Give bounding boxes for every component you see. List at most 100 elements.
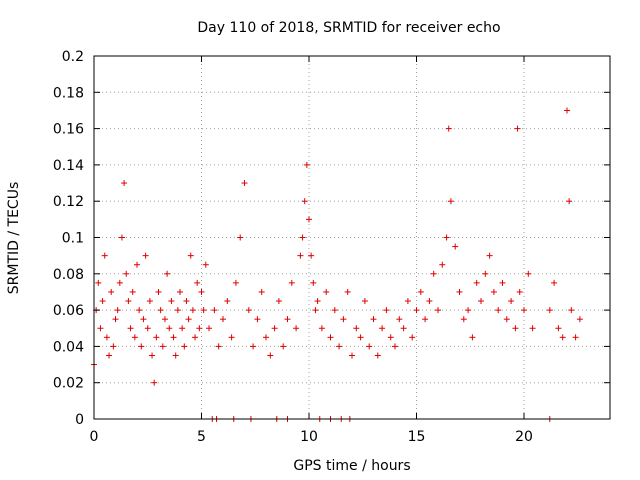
data-point	[310, 279, 317, 286]
data-point	[129, 288, 136, 295]
data-point	[211, 307, 218, 314]
data-point	[146, 298, 153, 305]
data-point	[404, 298, 411, 305]
x-tick-label: 0	[90, 429, 99, 445]
data-point	[228, 334, 235, 341]
data-point	[512, 325, 519, 332]
data-point	[503, 316, 510, 323]
plot-frame	[93, 55, 611, 420]
data-point	[297, 252, 304, 259]
data-point	[144, 325, 151, 332]
y-tick-label: 0.2	[62, 49, 84, 65]
data-point	[138, 343, 145, 350]
data-point	[323, 288, 330, 295]
chart-title: Day 110 of 2018, SRMTID for receiver ech…	[197, 20, 500, 36]
data-point	[312, 307, 319, 314]
data-point	[95, 279, 102, 286]
data-point	[456, 288, 463, 295]
data-point	[134, 261, 140, 268]
data-point	[140, 316, 147, 323]
data-point	[288, 279, 295, 286]
x-axis-label: GPS time / hours	[293, 458, 410, 474]
data-point	[125, 298, 132, 305]
data-point	[267, 352, 274, 359]
data-point	[521, 307, 527, 314]
y-tick-label: 0.14	[53, 158, 84, 174]
data-point	[490, 288, 497, 295]
data-point	[340, 316, 347, 323]
data-point	[525, 270, 532, 277]
data-point	[392, 343, 398, 350]
data-point	[495, 307, 502, 314]
y-tick-label: 0.18	[53, 85, 84, 101]
data-point	[174, 307, 181, 314]
data-point	[118, 234, 125, 241]
data-point	[473, 279, 480, 286]
data-point	[121, 180, 128, 187]
data-point	[551, 279, 558, 286]
data-point	[106, 352, 113, 359]
data-point	[516, 288, 523, 295]
data-point	[344, 288, 351, 295]
data-point	[161, 316, 168, 323]
data-point	[232, 279, 239, 286]
data-point	[114, 307, 121, 314]
data-point	[336, 343, 343, 350]
data-point	[353, 325, 360, 332]
data-point	[101, 252, 108, 259]
data-point	[202, 261, 209, 268]
data-point	[430, 270, 437, 277]
data-point	[215, 343, 222, 350]
data-point	[254, 316, 261, 323]
data-point	[469, 334, 476, 341]
data-point	[170, 334, 177, 341]
data-point	[181, 343, 188, 350]
data-point	[179, 325, 186, 332]
data-point	[422, 316, 429, 323]
data-point	[555, 325, 562, 332]
data-point	[349, 352, 355, 359]
data-point	[387, 334, 394, 341]
y-tick-label: 0.16	[53, 122, 84, 138]
data-point	[206, 325, 213, 332]
y-tick-label: 0.1	[62, 231, 84, 247]
data-point	[499, 279, 506, 286]
x-tick-label: 5	[197, 429, 206, 445]
y-tick-label: 0	[75, 412, 84, 428]
data-point	[400, 325, 407, 332]
data-point	[168, 298, 175, 305]
data-point	[318, 325, 325, 332]
data-point	[293, 325, 300, 332]
data-point	[112, 316, 119, 323]
data-point	[465, 307, 472, 314]
data-point	[177, 288, 183, 295]
data-point	[447, 198, 454, 205]
data-point	[97, 325, 104, 332]
data-point	[110, 343, 117, 350]
grid-lines	[94, 56, 610, 419]
data-point	[155, 288, 162, 295]
data-point	[435, 307, 441, 314]
data-point	[417, 288, 424, 295]
data-point	[308, 252, 315, 259]
data-point	[331, 307, 338, 314]
x-tick-label: 15	[408, 429, 426, 445]
data-point	[529, 325, 536, 332]
data-point	[263, 334, 269, 341]
data-point	[361, 298, 368, 305]
data-point	[159, 343, 166, 350]
data-point	[280, 343, 287, 350]
data-point	[439, 261, 446, 268]
data-point	[198, 288, 205, 295]
data-point	[568, 307, 575, 314]
data-point	[99, 298, 106, 305]
data-point	[108, 288, 115, 295]
data-point	[383, 307, 390, 314]
data-point	[301, 198, 308, 205]
data-point	[189, 307, 196, 314]
y-tick-label: 0.12	[53, 194, 84, 210]
data-point	[183, 298, 190, 305]
data-point	[220, 316, 226, 323]
data-point	[443, 234, 450, 241]
